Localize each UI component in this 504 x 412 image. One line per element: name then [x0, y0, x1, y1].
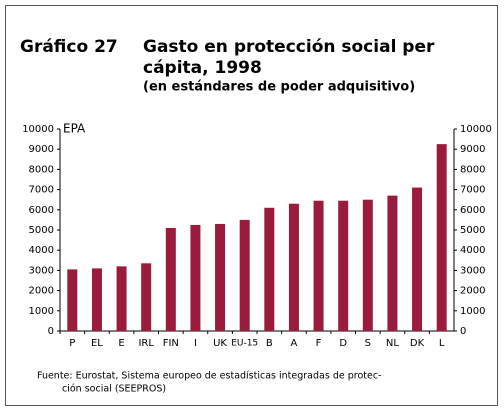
x-tick-label: E [118, 338, 124, 349]
chart-subtitle: (en estándares de poder adquisitivo) [143, 80, 415, 95]
y-tick-label: 7000 [29, 185, 54, 196]
y2-tick-label: 5000 [460, 225, 485, 236]
y2-tick-label: 0 [460, 326, 466, 337]
x-tick-label: NL [386, 338, 399, 349]
x-tick-label: A [291, 338, 298, 349]
chart-title-number: Gráfico 27 [20, 37, 118, 57]
chart-title: cápita, 1998 [143, 58, 262, 78]
x-tick-label: P [69, 338, 75, 349]
y-tick-label: 8000 [29, 164, 54, 175]
y2-tick-label: 7000 [460, 185, 485, 196]
bar [116, 266, 127, 331]
x-tick-label: IRL [138, 338, 154, 349]
bar [338, 200, 349, 331]
bar [165, 227, 176, 331]
source: Fuente: Eurostat, Sistema europeo de est… [37, 371, 381, 382]
x-tick-label: FIN [163, 338, 179, 349]
x-tick-label: UK [213, 338, 227, 349]
y2-tick-label: 8000 [460, 164, 485, 175]
chart-title: Gasto en protección social per [143, 37, 435, 57]
bar [313, 200, 324, 331]
y-tick-label: 2000 [29, 286, 54, 297]
y-tick-label: 9000 [29, 144, 54, 155]
bar [387, 195, 398, 331]
y2-tick-label: 2000 [460, 286, 485, 297]
y-tick-label: 5000 [29, 225, 54, 236]
bar [190, 224, 201, 331]
x-tick-label: EL [91, 338, 103, 349]
bar [141, 263, 152, 331]
x-tick-label: B [266, 338, 273, 349]
x-tick-label: F [316, 338, 322, 349]
bar [436, 144, 447, 331]
x-tick-label: D [339, 338, 347, 349]
y2-tick-label: 3000 [460, 265, 485, 276]
y2-tick-label: 4000 [460, 245, 485, 256]
bar [91, 268, 102, 331]
y2-tick-label: 6000 [460, 205, 485, 216]
y-axis-label: EPA [63, 122, 86, 136]
bar [288, 203, 299, 331]
y2-tick-label: 10000 [460, 124, 492, 135]
bar [215, 223, 226, 331]
bar [264, 207, 275, 331]
y2-tick-label: 1000 [460, 306, 485, 317]
y-tick-label: 6000 [29, 205, 54, 216]
y-tick-label: 3000 [29, 265, 54, 276]
x-tick-label: L [439, 338, 445, 349]
x-tick-label: EU-15 [231, 339, 258, 349]
y-tick-label: 4000 [29, 245, 54, 256]
x-tick-label: DK [410, 338, 425, 349]
y2-tick-label: 9000 [460, 144, 485, 155]
x-tick-label: S [365, 338, 371, 349]
bar [362, 199, 373, 331]
y-tick-label: 10000 [22, 124, 54, 135]
bar [239, 219, 250, 331]
source: ción social (SEEPROS) [62, 384, 166, 395]
bar [67, 269, 78, 331]
y-tick-label: 1000 [29, 306, 54, 317]
y-tick-label: 0 [48, 326, 54, 337]
x-tick-label: I [194, 338, 197, 349]
bar [412, 187, 423, 331]
